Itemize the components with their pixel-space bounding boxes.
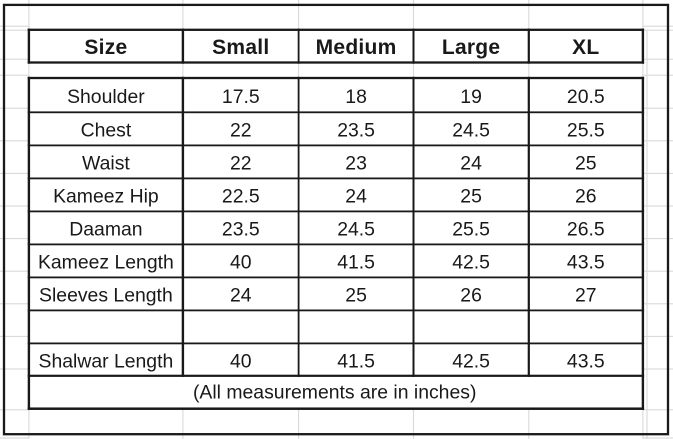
- svg-text:Kameez Hip: Kameez Hip: [53, 185, 159, 207]
- svg-text:26: 26: [460, 285, 482, 307]
- svg-text:42.5: 42.5: [452, 350, 490, 372]
- svg-text:(All measurements are in inche: (All measurements are in inches): [193, 382, 476, 404]
- svg-text:24: 24: [230, 285, 252, 307]
- svg-text:25.5: 25.5: [452, 218, 490, 240]
- svg-text:Kameez Length: Kameez Length: [38, 251, 174, 273]
- svg-text:Size: Size: [84, 36, 127, 59]
- svg-text:43.5: 43.5: [567, 350, 605, 372]
- svg-text:23.5: 23.5: [222, 218, 260, 240]
- svg-text:24: 24: [345, 185, 367, 207]
- svg-text:Shoulder: Shoulder: [67, 86, 145, 108]
- svg-text:Large: Large: [442, 36, 500, 59]
- svg-text:Small: Small: [212, 36, 269, 59]
- svg-text:Chest: Chest: [81, 119, 132, 141]
- svg-text:Shalwar Length: Shalwar Length: [39, 350, 174, 372]
- svg-text:40: 40: [230, 251, 252, 273]
- svg-text:42.5: 42.5: [452, 251, 490, 273]
- svg-text:24.5: 24.5: [452, 119, 490, 141]
- svg-text:24: 24: [460, 152, 482, 174]
- svg-text:40: 40: [230, 350, 252, 372]
- svg-text:23.5: 23.5: [337, 119, 375, 141]
- svg-text:26: 26: [575, 185, 597, 207]
- svg-text:43.5: 43.5: [567, 251, 605, 273]
- svg-text:22: 22: [230, 119, 252, 141]
- svg-text:25: 25: [575, 152, 597, 174]
- svg-text:19: 19: [460, 86, 482, 108]
- svg-text:Daaman: Daaman: [69, 218, 142, 240]
- svg-text:25: 25: [345, 285, 367, 307]
- svg-text:Waist: Waist: [82, 152, 130, 174]
- svg-text:41.5: 41.5: [337, 251, 375, 273]
- svg-text:17.5: 17.5: [222, 86, 260, 108]
- svg-text:Medium: Medium: [316, 36, 397, 59]
- svg-text:22.5: 22.5: [222, 185, 260, 207]
- svg-text:27: 27: [575, 285, 597, 307]
- svg-text:41.5: 41.5: [337, 350, 375, 372]
- svg-text:25.5: 25.5: [567, 119, 605, 141]
- svg-text:Sleeves Length: Sleeves Length: [39, 285, 173, 307]
- svg-text:25: 25: [460, 185, 482, 207]
- svg-text:20.5: 20.5: [567, 86, 605, 108]
- svg-text:XL: XL: [572, 36, 599, 59]
- svg-text:18: 18: [345, 86, 367, 108]
- svg-text:24.5: 24.5: [337, 218, 375, 240]
- svg-text:26.5: 26.5: [567, 218, 605, 240]
- svg-text:22: 22: [230, 152, 252, 174]
- svg-text:23: 23: [345, 152, 367, 174]
